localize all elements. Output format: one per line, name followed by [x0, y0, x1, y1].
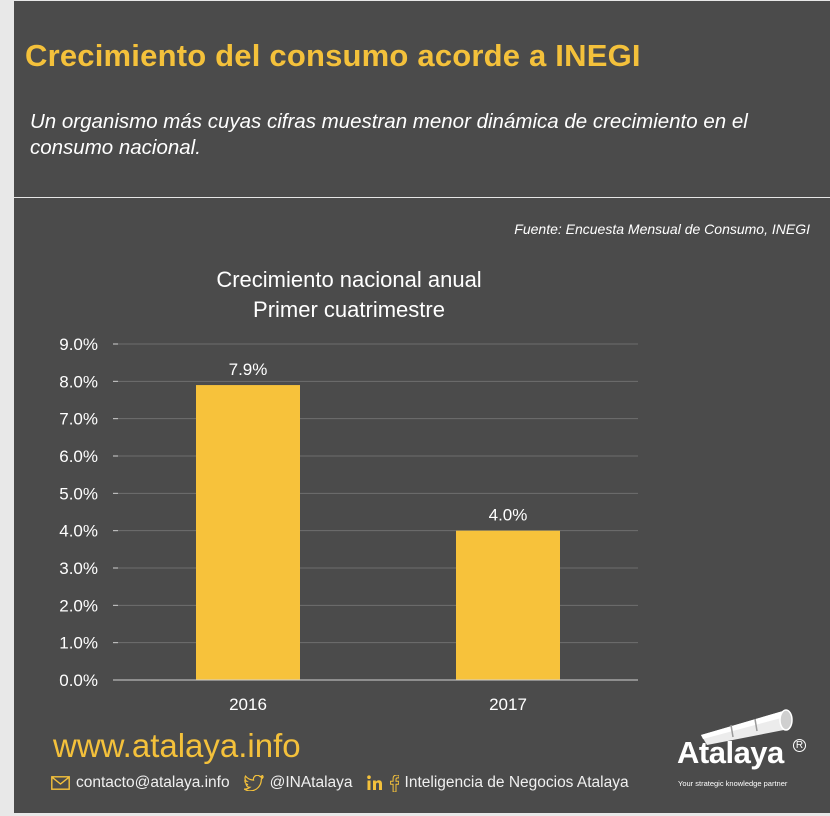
- divider: [14, 197, 830, 198]
- top-border: [0, 0, 830, 1]
- registered-mark: R: [793, 739, 806, 752]
- bar: [196, 385, 300, 680]
- left-border: [0, 0, 14, 816]
- x-tick-label: 2016: [229, 695, 267, 714]
- mail-icon: [51, 776, 70, 790]
- y-tick-label: 3.0%: [59, 559, 98, 578]
- data-label: 4.0%: [489, 506, 528, 525]
- page-subtitle: Un organismo más cuyas cifras muestran m…: [30, 110, 748, 159]
- bottom-border: [0, 813, 830, 816]
- y-tick-label: 8.0%: [59, 372, 98, 391]
- x-tick-label: 2017: [489, 695, 527, 714]
- logo-tagline: Your strategic knowledge partner: [678, 779, 788, 788]
- x-axis: 2016 2017: [229, 695, 527, 714]
- data-label: 7.9%: [229, 360, 268, 379]
- linkedin-icon[interactable]: [366, 775, 384, 791]
- chart-title-line-2: Primer cuatrimestre: [253, 297, 445, 322]
- y-tick-label: 9.0%: [59, 335, 98, 354]
- facebook-icon[interactable]: [389, 774, 399, 792]
- y-tick-label: 6.0%: [59, 447, 98, 466]
- source-note: Fuente: Encuesta Mensual de Consumo, INE…: [514, 221, 810, 237]
- y-axis: 0.0% 1.0% 2.0% 3.0% 4.0% 5.0% 6.0% 7.0% 8.0% 9.0%: [59, 335, 98, 690]
- social-name[interactable]: Inteligencia de Negocios Atalaya: [404, 774, 629, 791]
- y-tick-label: 2.0%: [59, 596, 98, 615]
- y-tick-label: 4.0%: [59, 522, 98, 541]
- y-tick-label: 5.0%: [59, 484, 98, 503]
- bar: [456, 530, 560, 680]
- twitter-handle[interactable]: @INAtalaya: [269, 774, 353, 791]
- y-tick-label: 7.0%: [59, 410, 98, 429]
- y-tick-label: 0.0%: [59, 671, 98, 690]
- y-tick-label: 1.0%: [59, 634, 98, 653]
- twitter-icon[interactable]: [243, 775, 264, 791]
- contact-email[interactable]: contacto@atalaya.info: [76, 774, 230, 791]
- logo-wordmark: Atalaya: [677, 735, 784, 770]
- atalaya-logo: Atalaya R Your strategic knowledge partn…: [671, 705, 816, 800]
- page-title: Crecimiento del consumo acorde a INEGI: [25, 38, 641, 73]
- contact-row: contacto@atalaya.info @INAtalaya Intelig…: [51, 773, 629, 793]
- chart-title-line-1: Crecimiento nacional anual: [216, 267, 481, 292]
- bars: 7.9% 4.0%: [196, 360, 560, 680]
- website-link[interactable]: www.atalaya.info: [53, 727, 301, 764]
- telescope-icon: [701, 709, 793, 745]
